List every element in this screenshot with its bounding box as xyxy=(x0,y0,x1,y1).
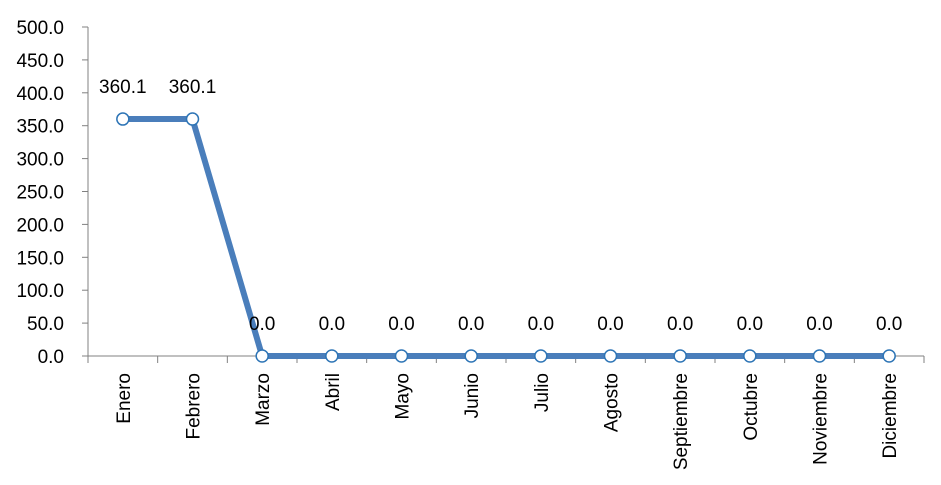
data-point xyxy=(603,349,618,363)
y-tick-label: 200.0 xyxy=(16,215,64,236)
data-point xyxy=(116,112,130,126)
y-tick-label: 0.0 xyxy=(38,347,64,368)
y-tick-label: 350.0 xyxy=(16,117,64,138)
y-tick-label: 450.0 xyxy=(16,51,64,72)
y-tick-label: 500.0 xyxy=(16,18,64,39)
series-line-group xyxy=(116,112,896,363)
data-point xyxy=(255,349,269,363)
data-point xyxy=(464,349,478,363)
y-tick-label: 100.0 xyxy=(16,281,64,302)
data-point xyxy=(534,349,548,363)
y-tick-label: 400.0 xyxy=(16,84,64,105)
data-label: 0.0 xyxy=(249,314,275,335)
x-tick-label: Abril xyxy=(323,373,344,411)
data-label: 360.1 xyxy=(169,77,217,98)
x-tick-label: Agosto xyxy=(602,373,623,432)
data-label: 0.0 xyxy=(876,314,902,335)
data-label: 0.0 xyxy=(737,314,763,335)
x-tick-label: Mayo xyxy=(393,373,414,419)
data-labels: 360.1 360.1 0.0 0.0 0.0 0.0 0.0 0.0 0.0 0.0 0.0 0.0 xyxy=(99,77,902,335)
x-tick-label: Junio xyxy=(462,373,483,418)
x-tick-label: Octubre xyxy=(741,373,762,441)
x-tick-label: Diciembre xyxy=(880,373,901,459)
data-label: 0.0 xyxy=(597,314,623,335)
data-point xyxy=(673,349,687,363)
series-line xyxy=(122,116,890,359)
y-tick-label: 50.0 xyxy=(27,314,64,335)
x-tick-label: Marzo xyxy=(253,373,274,426)
data-point xyxy=(325,349,339,363)
y-tick-label: 300.0 xyxy=(16,150,64,171)
data-point xyxy=(743,349,757,363)
x-axis: Enero Febrero Marzo Abril Mayo Junio Julio Agos… xyxy=(87,355,925,470)
data-point xyxy=(812,349,827,363)
data-label: 0.0 xyxy=(458,314,484,335)
y-axis: 0.0 50.0 100.0 150.0 200.0 250.0 300.0 350.0 400… xyxy=(16,18,89,368)
data-label: 0.0 xyxy=(667,314,693,335)
x-tick-label: Septiembre xyxy=(671,373,692,470)
y-tick-label: 250.0 xyxy=(16,183,64,204)
data-label: 0.0 xyxy=(806,314,832,335)
x-tick-label: Julio xyxy=(532,373,553,412)
x-tick-label: Febrero xyxy=(184,373,205,440)
data-point xyxy=(185,112,200,126)
data-label: 0.0 xyxy=(388,314,414,335)
x-tick-label: Enero xyxy=(114,373,135,424)
data-point xyxy=(882,349,896,363)
data-point xyxy=(394,349,409,363)
x-tick-label: Noviembre xyxy=(811,373,832,465)
data-label: 0.0 xyxy=(319,314,345,335)
data-label: 360.1 xyxy=(99,77,147,98)
data-label: 0.0 xyxy=(528,314,554,335)
y-tick-label: 150.0 xyxy=(16,248,64,269)
